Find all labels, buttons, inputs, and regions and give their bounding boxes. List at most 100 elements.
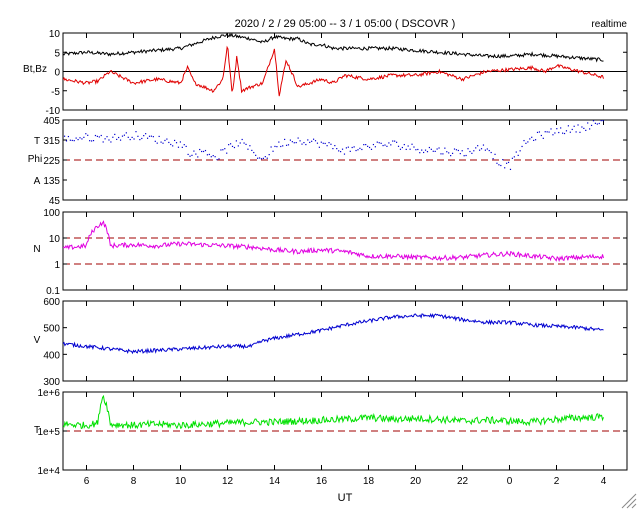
- data-point: [577, 124, 579, 126]
- data-point: [455, 149, 458, 151]
- data-point: [141, 137, 143, 140]
- x-tick-label: 16: [316, 476, 328, 487]
- series-bt: [63, 33, 604, 63]
- data-point: [305, 143, 307, 146]
- data-point: [185, 145, 187, 148]
- data-point: [341, 148, 344, 150]
- data-point: [148, 135, 151, 137]
- data-point: [112, 136, 114, 138]
- data-point: [328, 142, 330, 144]
- data-point: [419, 152, 421, 154]
- x-tick-label: 22: [457, 476, 469, 487]
- data-point: [77, 138, 79, 141]
- series-n: [63, 220, 604, 263]
- data-point: [594, 122, 597, 124]
- data-point: [303, 141, 305, 144]
- data-point: [272, 150, 274, 152]
- data-point: [563, 132, 566, 135]
- data-point: [380, 142, 382, 144]
- data-point: [444, 147, 446, 149]
- data-point: [293, 142, 295, 144]
- data-point: [542, 137, 544, 139]
- data-point: [160, 141, 162, 143]
- data-point: [154, 140, 156, 142]
- data-point: [363, 144, 365, 146]
- data-point: [478, 149, 481, 151]
- data-point: [506, 162, 508, 164]
- data-point: [90, 140, 93, 142]
- data-point: [199, 148, 201, 151]
- data-point: [316, 142, 319, 144]
- data-point: [544, 131, 546, 133]
- data-point: [459, 152, 461, 155]
- data-point: [131, 136, 133, 139]
- data-point: [268, 153, 270, 156]
- data-point: [280, 145, 282, 148]
- data-point: [164, 139, 166, 142]
- data-point: [546, 131, 548, 133]
- data-point: [83, 136, 85, 138]
- data-point: [415, 149, 417, 151]
- data-point: [432, 150, 434, 152]
- data-point: [538, 131, 541, 133]
- data-point: [351, 146, 353, 149]
- data-point: [206, 154, 209, 156]
- data-point: [590, 124, 593, 127]
- x-tick-label: 18: [363, 476, 375, 487]
- data-point: [166, 138, 168, 140]
- data-point: [567, 125, 569, 127]
- data-point: [114, 133, 116, 136]
- data-point: [484, 149, 486, 151]
- data-point: [222, 149, 224, 151]
- y-tick-label: 600: [43, 297, 60, 308]
- data-point: [359, 147, 361, 149]
- data-point: [392, 140, 394, 142]
- data-point: [417, 148, 419, 151]
- data-point: [465, 154, 467, 157]
- data-point: [581, 126, 583, 128]
- data-point: [382, 144, 384, 147]
- y-axis-label: Phi: [28, 154, 42, 165]
- data-point: [326, 145, 328, 147]
- data-point: [187, 153, 189, 156]
- data-point: [179, 141, 181, 143]
- data-point: [162, 142, 164, 144]
- data-point: [399, 148, 402, 150]
- data-point: [241, 138, 243, 141]
- data-point: [285, 144, 288, 146]
- data-point: [191, 154, 193, 156]
- plot-frame: [62, 211, 628, 291]
- data-point: [125, 132, 127, 134]
- data-point: [361, 148, 363, 151]
- data-point: [571, 128, 573, 131]
- data-point: [565, 130, 568, 132]
- data-point: [517, 154, 519, 156]
- data-point: [519, 150, 521, 152]
- data-point: [492, 158, 494, 160]
- data-point: [218, 158, 220, 160]
- y-tick-label: 400: [43, 350, 60, 361]
- data-point: [347, 146, 349, 148]
- data-point: [411, 143, 413, 145]
- data-point: [133, 138, 135, 140]
- x-tick-label: 0: [507, 476, 513, 487]
- data-point: [137, 135, 139, 137]
- data-point: [438, 147, 440, 149]
- data-point: [92, 140, 95, 142]
- series-bz: [63, 45, 604, 97]
- data-point: [397, 145, 400, 147]
- data-point: [596, 123, 598, 125]
- data-point: [395, 141, 398, 143]
- data-point: [278, 141, 280, 143]
- y-tick-label: 100: [43, 208, 60, 219]
- data-point: [585, 129, 587, 132]
- x-tick-label: 8: [131, 476, 137, 487]
- data-point: [509, 168, 512, 171]
- data-point: [245, 143, 247, 146]
- data-point: [498, 164, 500, 166]
- data-point: [228, 144, 230, 146]
- data-point: [143, 135, 145, 137]
- data-point: [152, 136, 154, 138]
- data-point: [488, 149, 490, 152]
